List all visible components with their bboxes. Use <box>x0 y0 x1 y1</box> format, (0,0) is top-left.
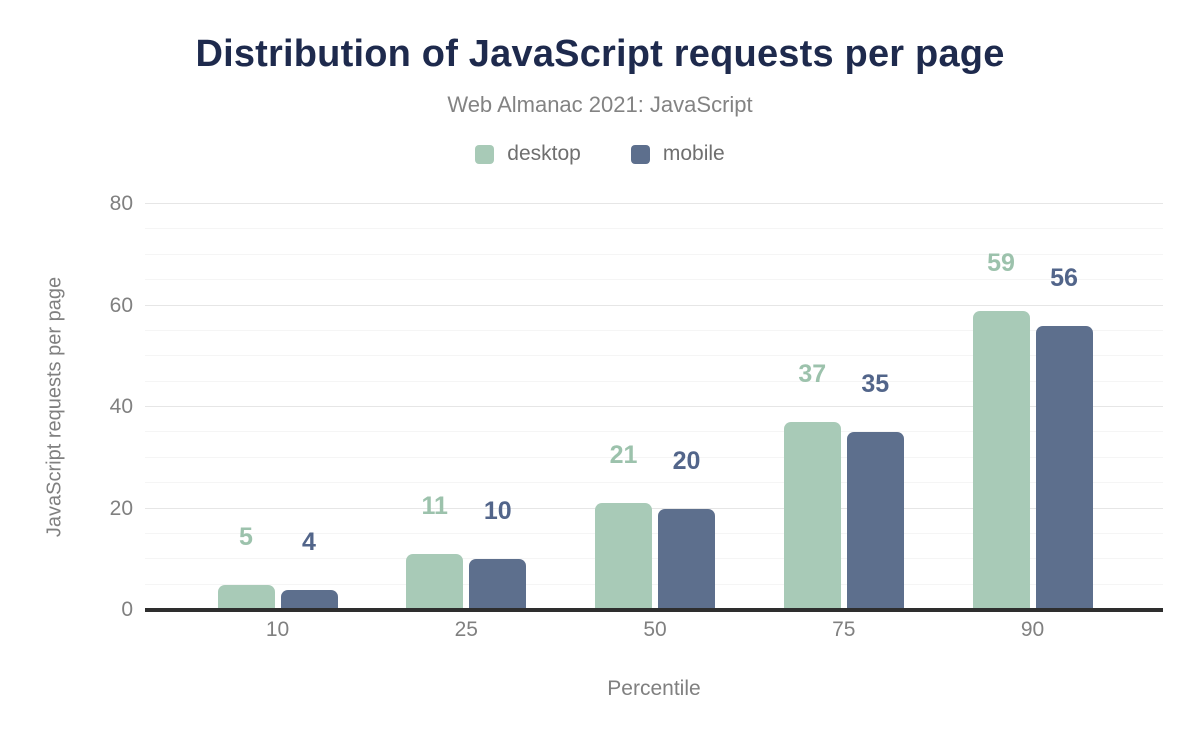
bar-group-p50: 21 20 <box>595 441 715 610</box>
x-axis-title: Percentile <box>607 677 701 700</box>
bar-group-p90: 59 56 <box>972 249 1093 610</box>
bar-desktop-p75[interactable]: 37 <box>783 360 841 610</box>
legend-swatch-mobile <box>630 144 650 164</box>
legend-item-desktop[interactable]: desktop <box>475 142 581 166</box>
y-tick-label-80: 80 <box>109 192 133 215</box>
bar-mobile-p90[interactable]: 56 <box>1035 264 1093 610</box>
bar-value-mobile-p10: 4 <box>302 527 316 556</box>
minor-gridline-55 <box>145 329 1163 331</box>
bar-value-desktop-p90: 59 <box>987 248 1015 277</box>
minor-gridline-75 <box>145 228 1163 230</box>
legend-item-mobile[interactable]: mobile <box>630 142 725 166</box>
bar-value-mobile-p25: 10 <box>483 497 512 526</box>
x-axis-line <box>145 608 1163 612</box>
chart-subtitle: Web Almanac 2021: JavaScript <box>447 92 753 117</box>
minor-gridline-10 <box>145 558 1163 560</box>
bar-value-mobile-p75: 35 <box>861 370 890 399</box>
x-tick-label-25: 25 <box>454 618 478 641</box>
bar-mobile-p10[interactable]: 4 <box>280 528 338 610</box>
major-gridline-20 <box>145 507 1163 509</box>
minor-gridline-65 <box>145 279 1163 281</box>
bar-mobile-p75[interactable]: 35 <box>846 370 904 610</box>
bar-value-desktop-p75: 37 <box>798 360 827 389</box>
minor-gridline-25 <box>145 482 1163 484</box>
minor-gridline-5 <box>145 583 1163 585</box>
bar-group-p75: 37 35 <box>783 360 904 610</box>
legend-label-desktop: desktop <box>507 142 581 165</box>
bar-mobile-p25[interactable]: 10 <box>469 497 527 610</box>
bar-value-mobile-p90: 56 <box>1050 263 1078 292</box>
y-tick-label-20: 20 <box>109 496 133 520</box>
minor-gridline-45 <box>145 380 1163 382</box>
minor-gridline-35 <box>145 431 1163 433</box>
bar-desktop-p90[interactable]: 59 <box>972 249 1030 610</box>
minor-gridline-50 <box>145 355 1163 357</box>
bar-desktop-p10[interactable]: 5 <box>217 523 275 610</box>
legend: desktop mobile <box>0 141 1200 167</box>
y-tick-label-40: 40 <box>109 395 133 418</box>
y-tick-label-0: 0 <box>121 598 133 621</box>
x-tick-label-50: 50 <box>643 618 667 641</box>
legend-swatch-desktop <box>475 144 495 164</box>
bar-desktop-p50[interactable]: 21 <box>595 441 652 610</box>
minor-gridline-15 <box>145 532 1163 534</box>
major-gridline-80 <box>145 203 1163 204</box>
bar-value-desktop-p25: 11 <box>421 492 448 521</box>
bar-value-desktop-p50: 21 <box>609 441 638 470</box>
bar-value-mobile-p50: 20 <box>672 446 701 475</box>
x-tick-label-10: 10 <box>265 618 290 641</box>
minor-gridline-30 <box>145 456 1163 458</box>
plot-area: 5 4 11 10 21 20 37 35 59 56 <box>145 203 1163 610</box>
bar-mobile-p50[interactable]: 20 <box>658 447 715 610</box>
chart-title: Distribution of JavaScript requests per … <box>195 33 1005 75</box>
major-gridline-60 <box>145 304 1163 306</box>
x-tick-label-75: 75 <box>832 618 856 641</box>
bar-desktop-p25[interactable]: 11 <box>406 492 464 610</box>
y-tick-label-60: 60 <box>109 293 133 317</box>
x-tick-label-90: 90 <box>1020 618 1045 641</box>
minor-gridline-70 <box>145 253 1163 255</box>
major-gridline-40 <box>145 406 1163 407</box>
legend-label-mobile: mobile <box>662 142 725 165</box>
bar-value-desktop-p10: 5 <box>239 522 253 551</box>
bar-group-p25: 11 10 <box>406 492 527 610</box>
